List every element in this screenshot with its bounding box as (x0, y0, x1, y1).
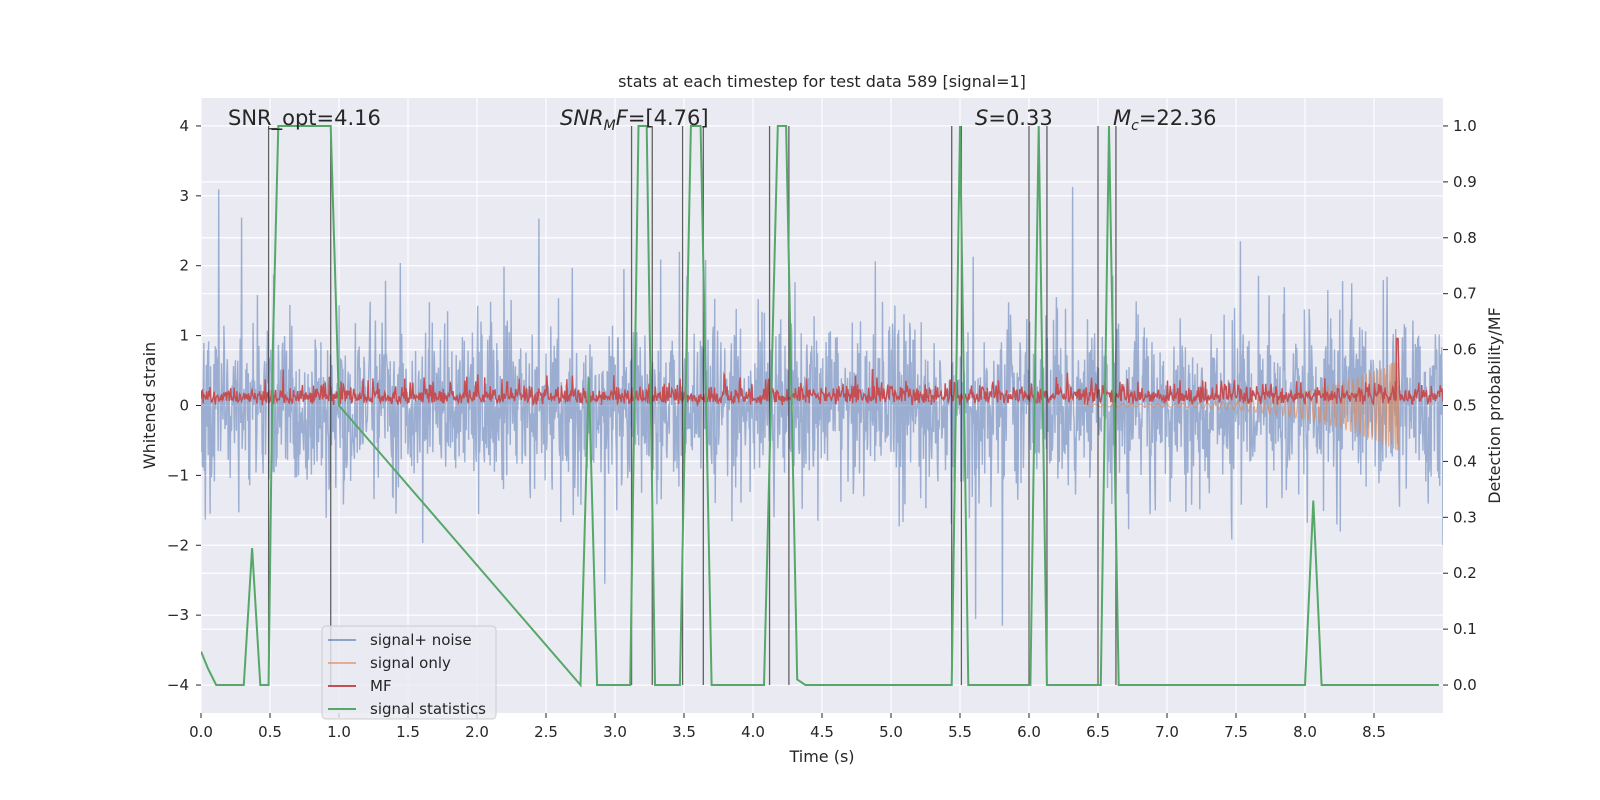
mf-line (201, 337, 1443, 408)
y2-tick-label: 0.0 (1453, 676, 1477, 694)
x-tick-label: 5.5 (948, 723, 972, 741)
x-axis-label: Time (s) (788, 747, 854, 766)
snr-opt-annotation: SNR_opt=4.16 (228, 106, 381, 131)
y-axis-label: Whitened strain (140, 342, 159, 469)
x-tick-label: 4.5 (810, 723, 834, 741)
signal-only-series (1083, 362, 1400, 451)
y-tick-label: −1 (167, 466, 189, 484)
y2-tick-label: 0.4 (1453, 452, 1477, 470)
signal-statistics-line (201, 125, 1439, 688)
legend-box (321, 625, 497, 720)
x-tick-label: 2.0 (465, 723, 489, 741)
x-tick-label: 2.5 (534, 723, 558, 741)
s-annotation: S=0.33 (975, 106, 1053, 130)
y2-tick-label: 0.9 (1453, 173, 1477, 191)
legend-label: signal statistics (370, 700, 486, 718)
mf-series (201, 337, 1443, 408)
x-tick-label: 7.5 (1224, 723, 1248, 741)
signal-only-line (1083, 362, 1400, 451)
x-tick-label: 7.0 (1155, 723, 1179, 741)
y2-tick-label: 0.8 (1453, 229, 1477, 247)
y-tick-label: 1 (179, 327, 189, 345)
x-tick-label: 1.5 (396, 723, 420, 741)
x-axis-ticks: 0.0 0.5 1.0 1.5 2.0 2.5 3.0 3.5 4.0 4.5 5.0 5.5 6.0 6… (189, 713, 1386, 741)
x-tick-label: 0.0 (189, 723, 213, 741)
plot-content (201, 125, 1443, 688)
y-tick-label: −3 (167, 606, 189, 624)
x-tick-label: 3.5 (672, 723, 696, 741)
x-tick-label: 3.0 (603, 723, 627, 741)
y-tick-label: −2 (167, 536, 189, 554)
y2-tick-label: 0.7 (1453, 285, 1477, 303)
y-tick-label: 4 (179, 117, 189, 135)
y-tick-label: −4 (167, 676, 189, 694)
y-axis-ticks: 4 3 2 1 0 −1 −2 −3 −4 (167, 117, 201, 694)
snr-mf-annotation: SNRMF=[4.76] (560, 106, 709, 134)
legend-label: signal only (370, 654, 451, 672)
x-tick-label: 0.5 (258, 723, 282, 741)
y2-tick-label: 0.1 (1453, 620, 1477, 638)
y2-tick-label: 0.6 (1453, 341, 1477, 359)
y2-axis-label: Detection probability/MF (1485, 307, 1504, 504)
x-tick-label: 8.5 (1362, 723, 1386, 741)
chart-title: stats at each timestep for test data 589… (618, 72, 1026, 91)
x-tick-label: 6.0 (1017, 723, 1041, 741)
x-tick-label: 6.5 (1086, 723, 1110, 741)
x-tick-label: 5.0 (879, 723, 903, 741)
legend: signal+ noise signal only MF signal statist… (321, 625, 497, 720)
x-tick-label: 8.0 (1293, 723, 1317, 741)
annotations: SNR_opt=4.16 SNRMF=[4.76] S=0.33 Mc=22.36 (228, 106, 1217, 134)
y2-tick-label: 0.2 (1453, 564, 1477, 582)
y2-axis-ticks: 1.0 0.9 0.8 0.7 0.6 0.5 0.4 0.3 0.2 0.1 0.0 (1443, 117, 1477, 694)
signal-statistics-series (201, 125, 1439, 688)
y-tick-label: 3 (179, 187, 189, 205)
y2-tick-label: 0.5 (1453, 397, 1477, 415)
y-tick-label: 0 (179, 397, 189, 415)
y-tick-label: 2 (179, 257, 189, 275)
legend-label: MF (370, 677, 392, 695)
x-tick-label: 4.0 (741, 723, 765, 741)
y2-tick-label: 0.3 (1453, 508, 1477, 526)
mc-annotation: Mc=22.36 (1113, 106, 1217, 134)
legend-label: signal+ noise (370, 631, 472, 649)
y2-tick-label: 1.0 (1453, 117, 1477, 135)
x-tick-label: 1.0 (327, 723, 351, 741)
